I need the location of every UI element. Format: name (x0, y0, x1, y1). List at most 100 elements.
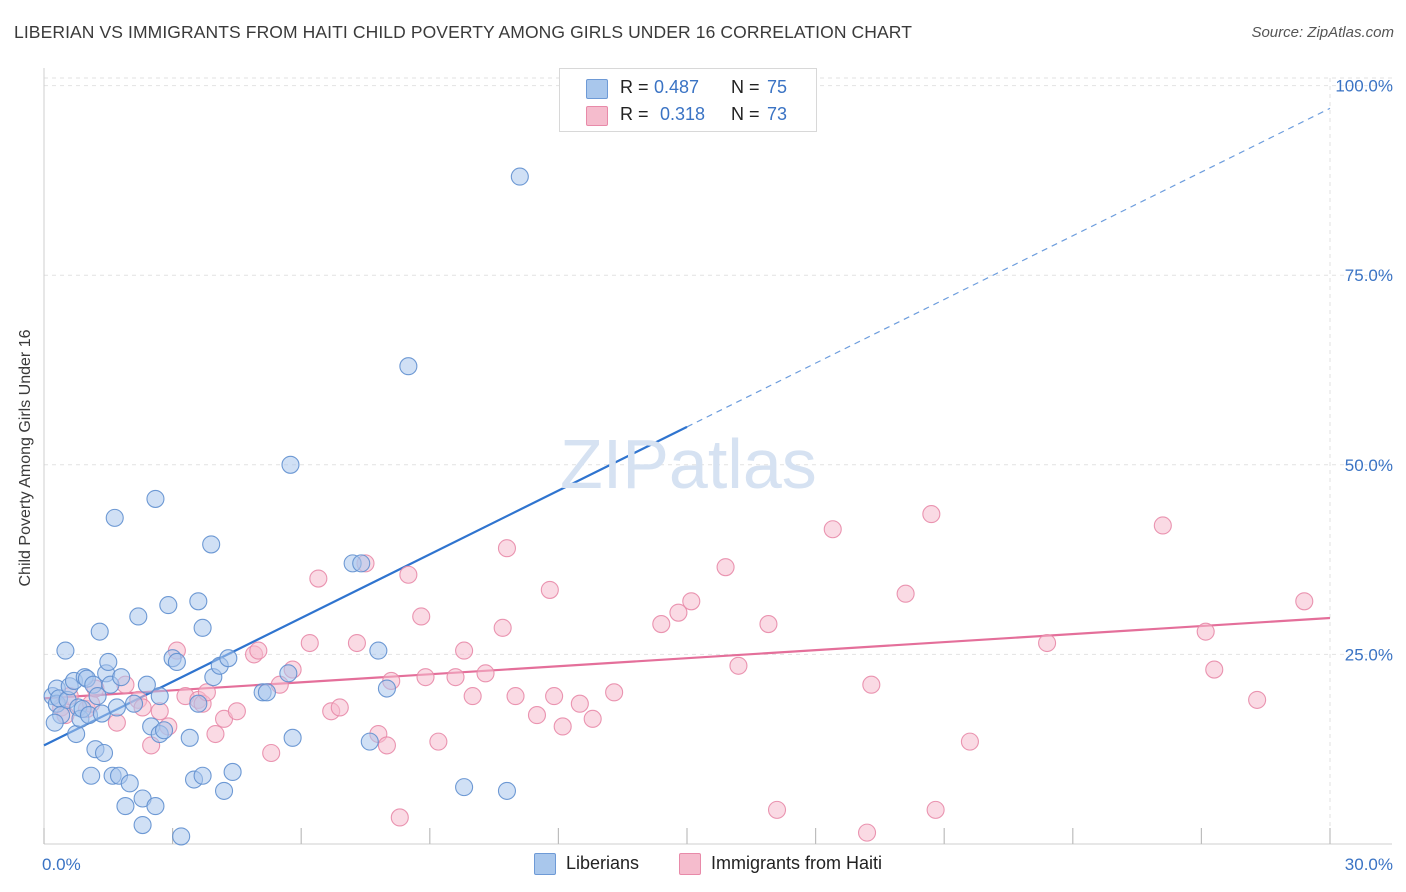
haiti-point (960, 732, 979, 751)
haiti-point (1248, 690, 1267, 709)
liberian-point (497, 781, 517, 800)
legend-row-haiti: R = 0.318 N = 73 (560, 102, 816, 128)
bottom-legend-label-liberians: Liberians (566, 853, 640, 873)
haiti-point (857, 823, 877, 842)
liberian-point (279, 664, 298, 683)
liberian-point (257, 683, 276, 702)
haiti-point (862, 675, 881, 694)
haiti-point (527, 706, 547, 725)
liberian-point (214, 781, 234, 800)
haiti-point (390, 808, 409, 827)
bottom-legend-label-haiti: Immigrants from Haiti (711, 853, 883, 873)
haiti-point (823, 520, 842, 539)
haiti-point (1196, 622, 1215, 641)
haiti-point (896, 584, 915, 603)
haiti-point (652, 615, 671, 634)
liberian-point (129, 607, 148, 626)
haiti-point (605, 683, 624, 702)
liberian-point (124, 694, 144, 713)
haiti-point (476, 664, 495, 683)
legend-r-label: R = (620, 77, 649, 97)
haiti-point (249, 641, 268, 660)
liberian-point (189, 592, 208, 611)
haiti-point (227, 702, 246, 721)
legend-n-label: N = (731, 77, 760, 97)
haiti-point (545, 687, 564, 706)
liberian-point (193, 766, 212, 785)
haiti-point (759, 615, 778, 634)
liberian-point (112, 668, 131, 687)
legend-r-label: R = (620, 104, 649, 124)
liberian-point (90, 622, 109, 641)
haiti-point (682, 592, 701, 611)
watermark-atlas: atlas (668, 425, 817, 503)
haiti-point (412, 607, 431, 626)
y-tick-label: 50.0% (1345, 456, 1393, 475)
liberian-point (99, 652, 118, 672)
haiti-point (767, 800, 787, 819)
liberian-point (510, 167, 529, 186)
haiti-point (540, 580, 559, 599)
liberian-point (159, 596, 178, 615)
liberian-point (283, 728, 302, 747)
haiti-point (922, 505, 941, 524)
haiti-point (1205, 660, 1224, 679)
liberian-point (281, 455, 300, 474)
liberian-point (94, 743, 114, 763)
haiti-point (446, 668, 465, 687)
haiti-point (497, 539, 517, 558)
legend-swatch-haiti (586, 106, 608, 126)
data-points (43, 167, 1314, 846)
legend-row-liberians: R = 0.487 N = 75 (560, 75, 816, 101)
liberian-point (146, 489, 165, 508)
y-tick-label: 25.0% (1345, 645, 1393, 664)
liberian-point (92, 704, 111, 723)
haiti-point (206, 724, 225, 744)
liberian-point (137, 675, 156, 694)
source-credit: Source: ZipAtlas.com (1251, 24, 1394, 41)
haiti-point (669, 603, 688, 622)
liberian-point (107, 698, 126, 717)
haiti-point (570, 694, 589, 713)
liberian-point (56, 641, 75, 660)
liberians-trendline-extension (686, 107, 1331, 428)
haiti-point (583, 709, 602, 728)
legend-n-label: N = (731, 104, 760, 124)
liberian-point (150, 687, 169, 706)
haiti-point (1153, 516, 1172, 535)
haiti-point (399, 565, 418, 584)
liberian-point (120, 774, 139, 793)
haiti-point (493, 618, 512, 637)
haiti-point (926, 800, 945, 819)
watermark: ZIPatlas (560, 400, 817, 511)
haiti-point (330, 698, 349, 717)
liberian-point (167, 652, 186, 672)
haiti-point (262, 743, 281, 763)
haiti-point (455, 641, 474, 660)
bottom-legend-swatch-haiti (679, 853, 701, 875)
legend-r-value: 0.318 (660, 104, 706, 124)
liberian-point (360, 732, 379, 751)
liberian-point (223, 762, 242, 782)
haiti-point (506, 687, 525, 706)
haiti-point (1295, 592, 1314, 611)
haiti-point (553, 717, 572, 736)
liberian-point (377, 679, 396, 698)
liberian-point (399, 357, 418, 376)
haiti-point (107, 713, 126, 732)
liberian-point (180, 728, 199, 747)
haiti-point (463, 687, 482, 706)
haiti-point (347, 633, 366, 653)
legend-r-value: 0.487 (654, 77, 700, 97)
liberian-point (189, 694, 208, 713)
liberian-point (45, 713, 64, 732)
bottom-legend-swatch-liberians (534, 853, 556, 875)
liberian-point (154, 721, 174, 740)
liberian-point (369, 641, 388, 660)
y-tick-label: 100.0% (1335, 77, 1393, 96)
haiti-point (416, 668, 435, 687)
x-tick-label: 0.0% (42, 855, 81, 874)
haiti-point (429, 732, 448, 751)
haiti-point (716, 558, 735, 577)
